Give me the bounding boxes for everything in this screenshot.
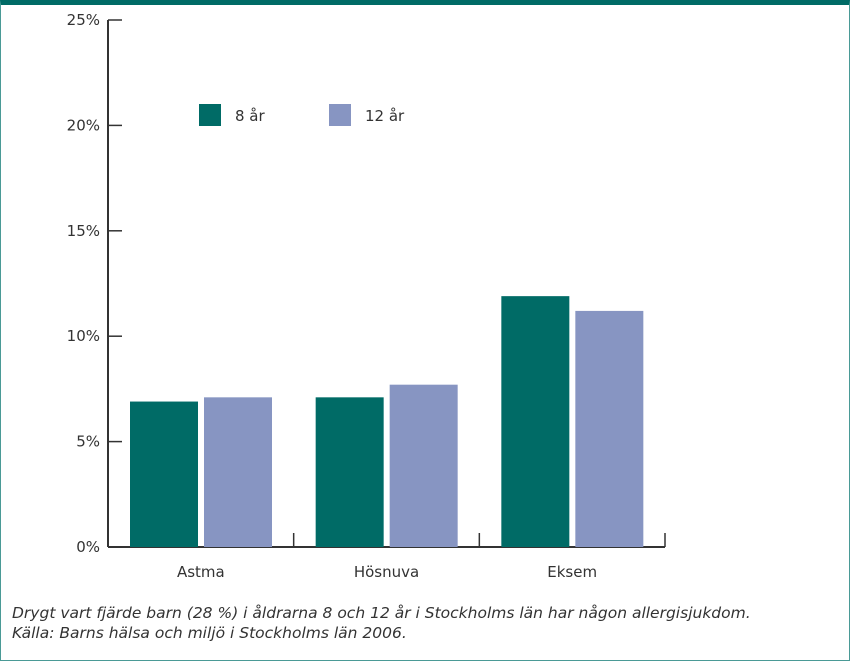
x-tick-label: Astma [177, 563, 225, 581]
legend-swatch-series-1 [199, 104, 221, 126]
chart-axes [107, 19, 666, 548]
bar-hösnuva-series-1 [315, 397, 384, 547]
legend-label-series-1: 8 år [235, 107, 266, 125]
chart-caption: Drygt vart fjärde barn (28 %) i åldrarna… [12, 603, 842, 643]
x-tick-label: Hösnuva [354, 563, 419, 581]
chart-legend: 8 år 12 år [199, 104, 405, 126]
y-tick-label: 15% [67, 222, 100, 240]
bar-eksem-series-1 [501, 296, 570, 547]
caption-line-1: Drygt vart fjärde barn (28 %) i åldrarna… [12, 604, 751, 622]
bar-hösnuva-series-2 [389, 384, 458, 547]
x-tick-label: Eksem [547, 563, 597, 581]
bar-astma-series-1 [130, 401, 198, 547]
y-tick-label: 0% [76, 538, 100, 556]
y-tick-label: 25% [67, 11, 100, 29]
legend-label-series-2: 12 år [365, 107, 405, 125]
legend-swatch-series-2 [329, 104, 351, 126]
y-tick-label: 5% [76, 433, 100, 451]
bar-eksem-series-2 [575, 310, 644, 547]
chart-labels: 0% 5% 10% 15% 20% 25% Astma Hösnuva Eksem [67, 11, 597, 581]
chart-bars [130, 296, 644, 547]
bar-chart: 0% 5% 10% 15% 20% 25% Astma Hösnuva Eksem 8 år 12… [67, 11, 666, 581]
y-tick-label: 20% [67, 116, 100, 134]
caption-line-2: Källa: Barns hälsa och miljö i Stockholm… [12, 624, 407, 642]
bar-astma-series-2 [204, 397, 272, 547]
y-tick-label: 10% [67, 327, 100, 345]
